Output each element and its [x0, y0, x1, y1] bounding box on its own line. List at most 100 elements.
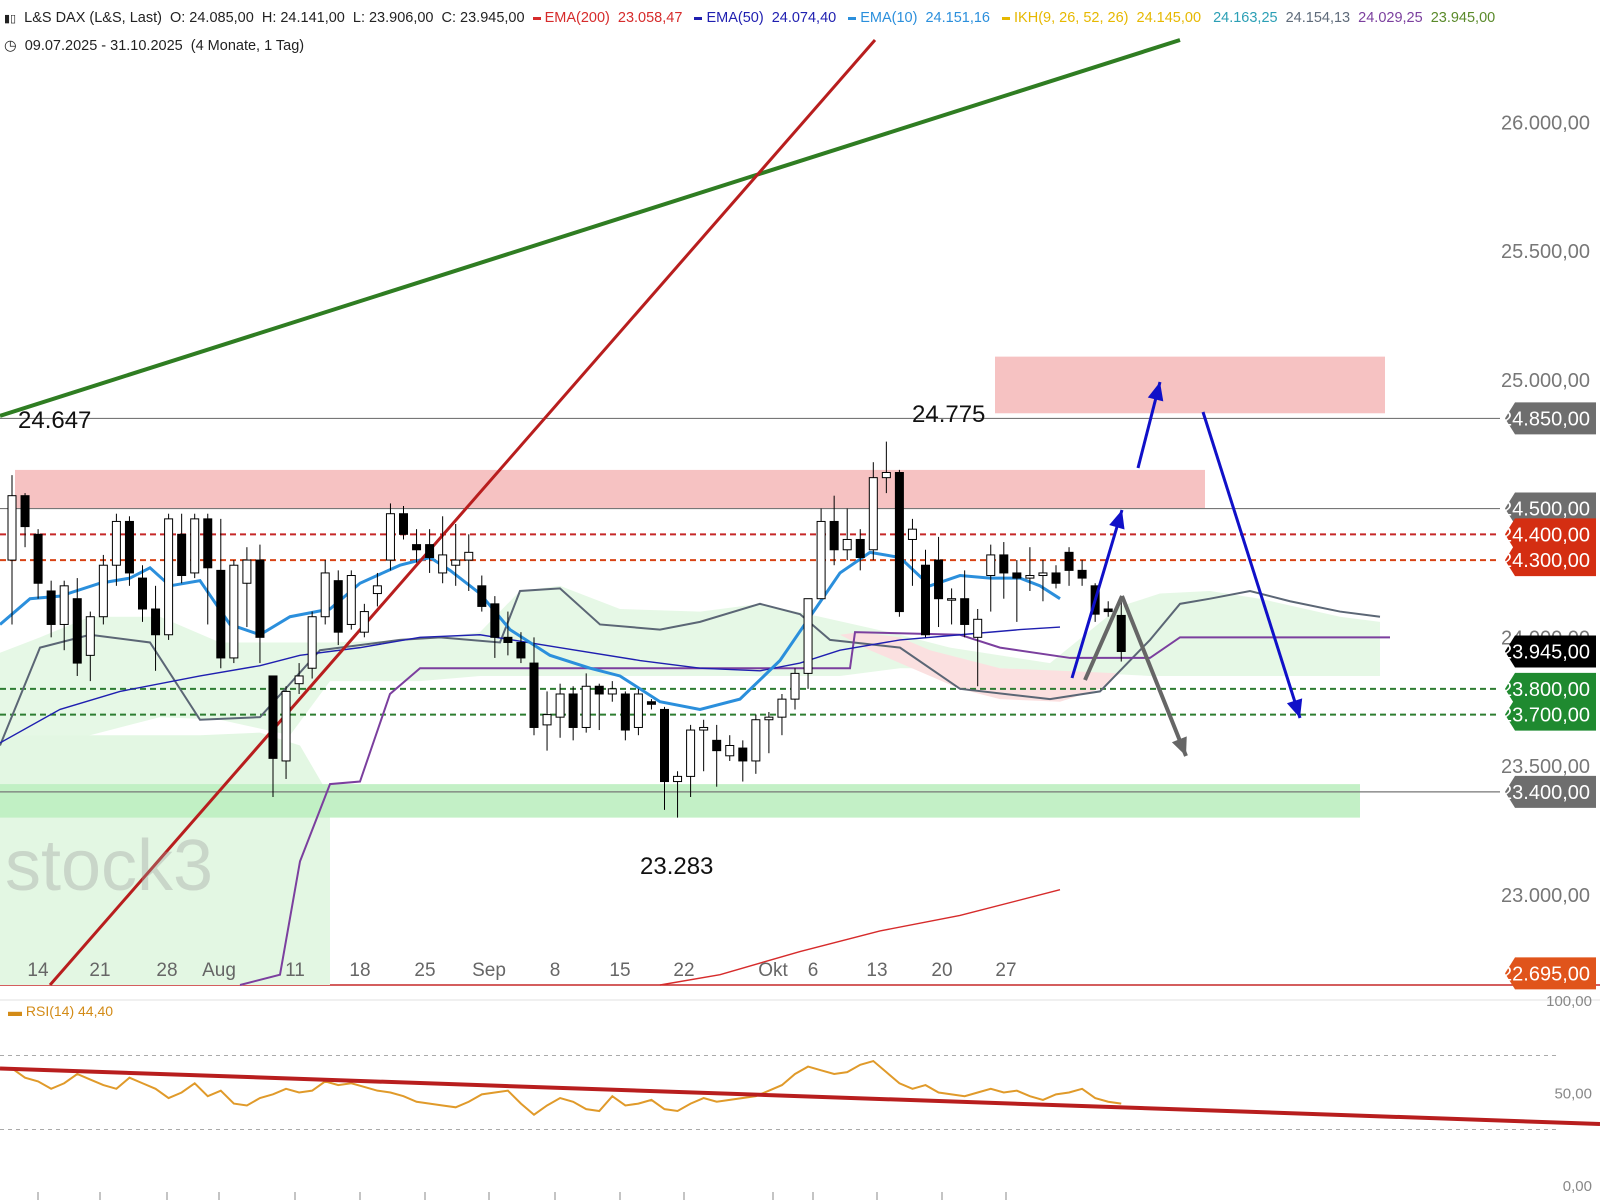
annotation-23.283: 23.283	[640, 853, 713, 880]
price-tag-23.400,00	[1505, 775, 1596, 808]
candle-body	[607, 688, 617, 695]
arrow-grey-down-shaft	[1120, 595, 1188, 757]
period-detail: (4 Monate, 1 Tag)	[190, 38, 305, 54]
candle-body	[268, 675, 278, 759]
ohlc-close-label: C:	[441, 10, 457, 26]
candle-body	[568, 693, 578, 728]
ohlc-low-label: L:	[352, 10, 365, 26]
candle-body	[646, 701, 656, 705]
arrow-down-blue-head	[1286, 698, 1303, 718]
rsi-value: 44,40	[78, 1003, 114, 1019]
candle-body	[816, 520, 826, 600]
candle-body	[216, 569, 226, 659]
period-range[interactable]: 09.07.2025 - 31.10.2025	[24, 38, 183, 54]
arrow-up-2-head	[1147, 382, 1164, 402]
candle-body	[451, 559, 461, 566]
candle-body	[633, 693, 643, 728]
x-tick-Sep: Sep	[472, 960, 506, 981]
ema200-legend[interactable]: EMA(200) 23.058,47	[532, 10, 687, 26]
ichimoku-span-a	[0, 587, 1381, 746]
candle-body	[516, 641, 526, 659]
candle-body	[881, 472, 891, 479]
ikh-legend[interactable]: IKH(9, 26, 52, 26) 24.145,00	[1002, 10, 1205, 26]
candle-body	[1051, 572, 1061, 584]
ichimoku-cloud-bull	[0, 585, 1380, 746]
candle-body	[1064, 551, 1074, 571]
arrow-up-1-shaft	[1070, 509, 1124, 679]
candle-body	[829, 520, 839, 551]
x-tick-18: 18	[349, 960, 370, 981]
candle-body	[59, 585, 69, 625]
candle-body	[438, 554, 448, 574]
candle-body	[20, 495, 30, 528]
candle-body	[98, 564, 108, 618]
period-row: ◷ 09.07.2025 - 31.10.2025 (4 Monate, 1 T…	[4, 38, 308, 54]
candle-body	[673, 775, 683, 783]
ikh-value-2: 24.154,13	[1285, 10, 1351, 26]
candle-body	[986, 554, 996, 577]
candle-body	[111, 520, 121, 566]
x-tick-Aug: Aug	[202, 960, 236, 981]
candle-body	[1025, 575, 1035, 579]
price-tag-24.400,00	[1505, 518, 1596, 551]
price-tag-22.695,00	[1505, 957, 1596, 990]
candle-body	[725, 744, 735, 757]
candle-body	[242, 559, 252, 584]
price-tag-24.300,00	[1505, 544, 1596, 577]
instrument-name[interactable]: L&S DAX (L&S, Last)	[24, 10, 162, 26]
candle-body	[1038, 572, 1048, 577]
trend-line-red	[48, 39, 877, 986]
x-tick-25: 25	[414, 960, 435, 981]
candle-body	[529, 662, 539, 728]
x-tick-20: 20	[931, 960, 952, 981]
ohlc-close-value: 23.945,00	[460, 10, 525, 26]
trend-line-green	[0, 38, 1181, 418]
candle-body	[464, 551, 474, 561]
price-tag-label-24.850,00: 24.850,00	[1501, 408, 1590, 430]
price-tag-label-22.695,00: 22.695,00	[1501, 963, 1590, 985]
candle-body	[581, 685, 591, 728]
arrow-grey-down-head	[1171, 736, 1187, 756]
candle-body	[555, 693, 565, 718]
candle-body	[790, 672, 800, 700]
price-tag-23.700,00	[1505, 698, 1596, 731]
annotation-24.775: 24.775	[912, 401, 985, 428]
ema50-line	[0, 626, 1061, 744]
y-tick-23.500,00: 23.500,00	[1501, 756, 1590, 778]
rsi-legend[interactable]: ▬ RSI(14) 44,40	[8, 1003, 113, 1019]
price-tag-23.945,00	[1505, 635, 1596, 668]
candle-body	[151, 608, 161, 636]
candle-body	[177, 533, 187, 577]
arrow-down-blue-shaft	[1201, 411, 1302, 719]
candle-body	[542, 714, 552, 726]
ikh-value-3: 24.029,25	[1358, 10, 1423, 26]
ema10-legend[interactable]: EMA(10) 24.151,16	[848, 10, 994, 26]
x-tick-11: 11	[285, 960, 305, 981]
ema50-legend[interactable]: EMA(50) 24.074,40	[694, 10, 840, 26]
candle-body	[1116, 614, 1126, 652]
candle-body	[72, 598, 82, 664]
candle-body	[333, 580, 343, 633]
candle-body	[477, 585, 487, 607]
ohlc-high-label: H:	[261, 10, 277, 26]
chart-header: ▮▯ L&S DAX (L&S, Last) O: 24.085,00 H: 24.…	[4, 10, 1499, 26]
candle-body	[868, 477, 878, 551]
candle-body	[751, 719, 761, 762]
x-tick-27: 27	[995, 960, 1016, 981]
candlestick-icon: ▮▯	[4, 13, 17, 25]
candle-body	[164, 518, 174, 636]
candle-body	[399, 513, 408, 535]
candle-body	[947, 598, 957, 601]
price-tag-23.800,00	[1505, 672, 1596, 705]
candle-body	[842, 538, 852, 551]
annotation-24.647: 24.647	[18, 407, 91, 434]
ohlc-low-value: 23.906,00	[368, 10, 434, 26]
ichimoku-cloud-bear	[840, 632, 1120, 702]
price-tag-label-24.500,00: 24.500,00	[1501, 499, 1590, 521]
candle-body	[999, 554, 1009, 574]
candle-body	[620, 693, 630, 731]
ikh-value-1: 24.163,25	[1213, 10, 1278, 26]
x-tick-15: 15	[609, 960, 630, 981]
price-tag-24.500,00	[1505, 492, 1596, 525]
